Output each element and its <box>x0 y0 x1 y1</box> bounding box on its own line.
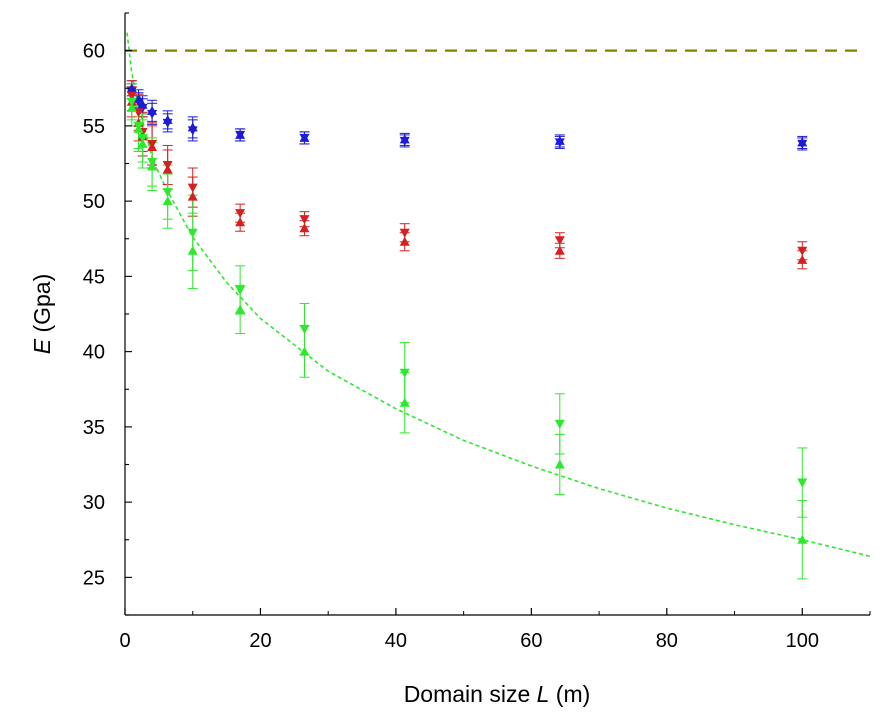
y-tick-label: 45 <box>83 266 105 288</box>
y-tick-label: 50 <box>83 191 105 213</box>
data-point-triangle-up <box>554 245 565 255</box>
data-point-triangle-up <box>187 245 198 255</box>
data-point-triangle-up <box>299 346 310 356</box>
data-point-triangle-down <box>126 97 137 107</box>
x-tick-label: 60 <box>520 630 542 652</box>
data-point-triangle-up <box>797 254 808 264</box>
data-point-triangle-up <box>147 161 158 171</box>
x-tick-label: 80 <box>656 630 678 652</box>
y-tick-label: 55 <box>83 116 105 138</box>
data-point-triangle-up <box>162 114 173 124</box>
tick-layer: 0 20 40 60 80 100 25 30 35 40 45 50 55 60 <box>83 12 871 652</box>
data-point-triangle-up <box>126 83 137 93</box>
y-axis-title: E (Gpa) <box>29 274 55 355</box>
y-axis-title-unit: (Gpa) <box>29 274 55 339</box>
y-tick-label: 30 <box>83 492 105 514</box>
data-point-triangle-down <box>399 228 410 238</box>
data-point-triangle-up <box>554 459 565 469</box>
fit-curve-layer <box>126 32 871 558</box>
data-point-triangle-up <box>235 304 246 314</box>
y-tick-label: 25 <box>83 567 105 589</box>
data-point-triangle-up <box>399 236 410 246</box>
data-point-triangle-down <box>126 91 137 101</box>
data-point-triangle-up <box>299 132 310 142</box>
data-point-triangle-up <box>162 196 173 206</box>
data-point-triangle-up <box>399 397 410 407</box>
x-tick-label: 0 <box>119 630 130 652</box>
data-point-triangle-down <box>299 215 310 225</box>
data-point-triangle-up <box>299 223 310 233</box>
data-point-triangle-up <box>187 191 198 201</box>
error-bar-layer <box>126 80 808 580</box>
data-point-triangle-down <box>162 188 173 198</box>
data-point-triangle-up <box>137 138 148 148</box>
data-point-triangle-up <box>147 105 158 115</box>
data-point-triangle-down <box>399 368 410 378</box>
data-point-triangle-up <box>399 134 410 144</box>
data-point-triangle-up <box>235 217 246 227</box>
x-axis-title-unit: (m) <box>549 681 590 707</box>
data-point-triangle-down <box>554 419 565 429</box>
data-point-triangle-up <box>797 137 808 147</box>
data-point-triangle-down <box>554 236 565 246</box>
x-axis-title: Domain size L (m) <box>404 681 591 707</box>
data-point-triangle-up <box>137 99 148 109</box>
data-point-triangle-down <box>235 209 246 219</box>
data-point-triangle-up <box>162 164 173 174</box>
data-point-triangle-up <box>133 123 144 133</box>
x-tick-label: 20 <box>249 630 271 652</box>
data-point-triangle-up <box>126 102 137 112</box>
x-axis-title-symbol: L <box>537 681 550 707</box>
marker-layer <box>126 83 808 544</box>
data-point-triangle-down <box>235 285 246 295</box>
y-tick-label: 35 <box>83 417 105 439</box>
data-point-triangle-down <box>797 478 808 488</box>
data-point-triangle-up <box>235 129 246 139</box>
data-point-triangle-down <box>299 325 310 335</box>
data-point-triangle-down <box>137 133 148 143</box>
data-point-triangle-up <box>187 122 198 132</box>
x-tick-label: 40 <box>385 630 407 652</box>
y-tick-label: 60 <box>83 41 105 63</box>
x-axis-title-prefix: Domain size <box>404 681 537 707</box>
data-point-triangle-down <box>187 228 198 238</box>
y-tick-label: 40 <box>83 342 105 364</box>
fit-curve <box>126 32 871 558</box>
y-axis-title-symbol: E <box>29 338 55 354</box>
data-point-triangle-up <box>147 141 158 151</box>
data-point-triangle-up <box>554 135 565 145</box>
data-point-triangle-up <box>797 534 808 544</box>
data-point-triangle-down <box>797 246 808 256</box>
x-tick-label: 100 <box>786 630 819 652</box>
data-point-triangle-down <box>187 183 198 193</box>
data-point-triangle-up <box>133 93 144 103</box>
